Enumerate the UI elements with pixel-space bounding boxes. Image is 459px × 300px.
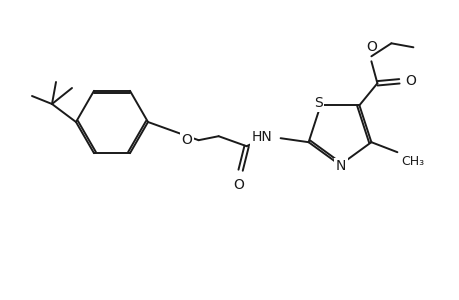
Text: O: O — [404, 74, 415, 88]
Text: HN: HN — [252, 130, 272, 144]
Text: O: O — [233, 178, 244, 192]
Text: O: O — [365, 40, 376, 54]
Text: S: S — [313, 96, 322, 110]
Text: N: N — [335, 159, 346, 173]
Text: O: O — [181, 133, 192, 147]
Text: CH₃: CH₃ — [401, 155, 424, 168]
